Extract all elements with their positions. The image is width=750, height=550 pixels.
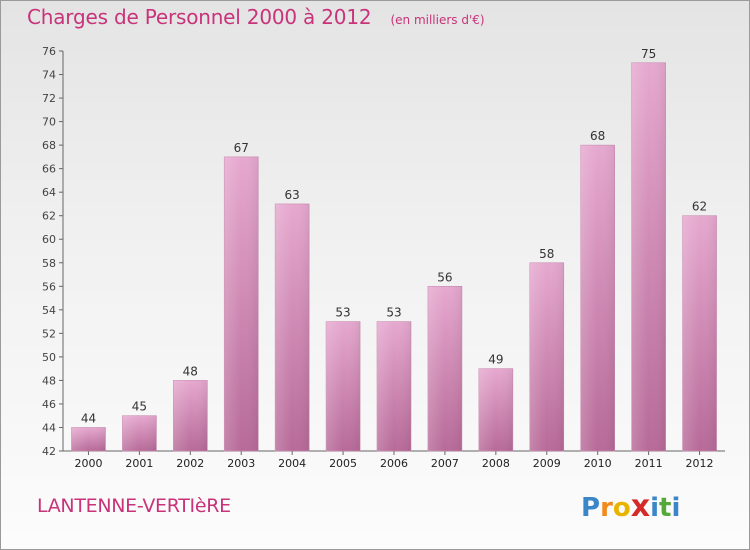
y-tick-label: 50 (42, 351, 56, 364)
data-label-2006: 53 (386, 306, 401, 320)
y-tick-label: 44 (42, 421, 56, 434)
x-tick-label: 2000 (74, 457, 102, 470)
x-tick-label: 2009 (533, 457, 561, 470)
data-label-2000: 44 (81, 411, 96, 425)
logo-letter: i (671, 493, 681, 523)
data-label-2003: 67 (234, 141, 249, 155)
bar-shine (275, 203, 310, 451)
chart-subtitle: (en milliers d'€) (390, 13, 485, 27)
logo-letter: r (600, 493, 613, 523)
x-tick-label: 2011 (635, 457, 663, 470)
data-label-2008: 49 (488, 353, 503, 367)
logo-letter: i (650, 493, 660, 523)
logo-letter: x (630, 489, 651, 524)
x-tick-label: 2003 (227, 457, 255, 470)
x-tick-label: 2007 (431, 457, 459, 470)
y-tick-label: 72 (42, 92, 56, 105)
bar-shine (529, 262, 564, 451)
bar-shine (478, 368, 513, 451)
data-label-2007: 56 (437, 270, 452, 284)
logo-letter: o (612, 493, 631, 523)
data-label-2002: 48 (183, 364, 198, 378)
y-tick-label: 56 (42, 280, 56, 293)
data-label-2012: 62 (692, 200, 707, 214)
x-tick-label: 2001 (125, 457, 153, 470)
x-tick-label: 2006 (380, 457, 408, 470)
y-tick-label: 76 (42, 45, 56, 58)
bars (71, 62, 717, 452)
y-tick-label: 74 (42, 69, 56, 82)
bar-shine (631, 62, 666, 451)
y-tick-label: 64 (42, 186, 56, 199)
proxiti-logo: Proxiti (581, 489, 680, 524)
bar-shine (71, 427, 106, 451)
logo-letter: P (581, 493, 601, 523)
data-label-2004: 63 (285, 188, 300, 202)
x-tick-label: 2002 (176, 457, 204, 470)
x-tick-label: 2010 (584, 457, 612, 470)
y-tick-label: 66 (42, 163, 56, 176)
y-tick-label: 70 (42, 116, 56, 129)
y-tick-label: 60 (42, 233, 56, 246)
data-label-2009: 58 (539, 247, 554, 261)
commune-name: LANTENNE-VERTIèRE (37, 495, 231, 517)
data-label-2001: 45 (132, 400, 147, 414)
bar-shine (224, 156, 259, 451)
y-tick-label: 54 (42, 304, 56, 317)
bar-shine (580, 145, 615, 451)
data-label-2010: 68 (590, 129, 605, 143)
data-labels: 44 45 48 67 63 53 53 56 49 58 68 75 62 (81, 47, 707, 426)
logo-letter: t (659, 493, 672, 523)
title-row: Charges de Personnel 2000 à 2012 (en mil… (27, 5, 485, 29)
y-tick-label: 58 (42, 257, 56, 270)
data-label-2005: 53 (335, 306, 350, 320)
bar-shine (682, 215, 717, 451)
bar-shine (122, 415, 157, 451)
y-tick-label: 68 (42, 139, 56, 152)
bar-shine (326, 321, 361, 451)
x-tick-label: 2012 (686, 457, 714, 470)
y-tick-label: 48 (42, 374, 56, 387)
x-tick-label: 2004 (278, 457, 306, 470)
y-tick-label: 52 (42, 327, 56, 340)
data-label-2011: 75 (641, 47, 656, 61)
x-tick-label: 2008 (482, 457, 510, 470)
x-tick-label: 2005 (329, 457, 357, 470)
axes: 42 44 46 48 50 52 54 56 58 60 62 64 66 68 70 72 74 76 2000… (42, 45, 725, 470)
chart-title: Charges de Personnel 2000 à 2012 (27, 5, 372, 29)
y-tick-label: 46 (42, 398, 56, 411)
bar-shine (377, 321, 411, 451)
bar-shine (173, 380, 208, 451)
y-tick-label: 42 (42, 445, 56, 458)
y-tick-label: 62 (42, 210, 56, 223)
bar-shine (427, 286, 462, 451)
